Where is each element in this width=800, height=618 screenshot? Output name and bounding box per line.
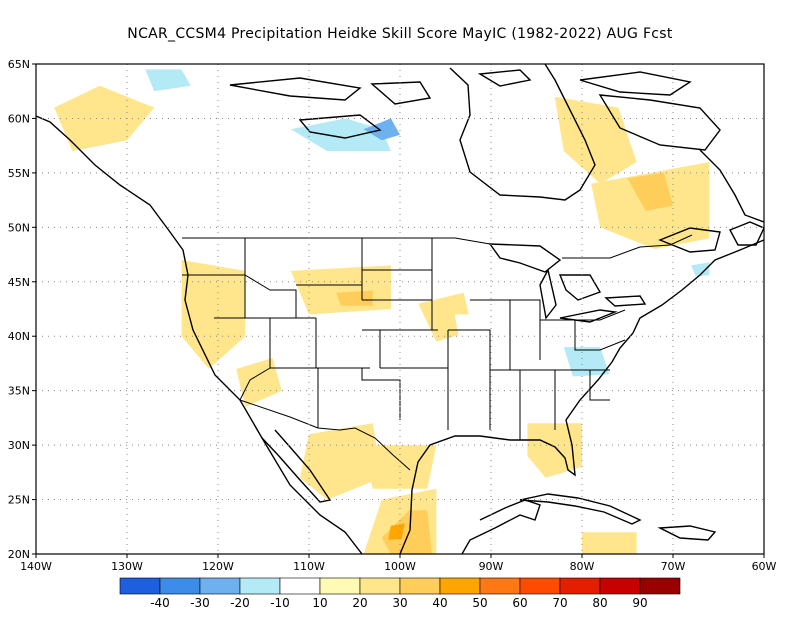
lon-tick-label: 130W xyxy=(111,560,143,573)
shaded-area-21 xyxy=(582,303,637,337)
lon-tick-label: 60W xyxy=(752,560,777,573)
pacific-coastline xyxy=(36,115,363,554)
map-title: NCAR_CCSM4 Precipitation Heidke Skill Sc… xyxy=(127,26,673,42)
state-lines-west xyxy=(182,238,370,428)
lat-tick-label: 60N xyxy=(8,112,30,125)
shaded-area-23 xyxy=(527,423,582,478)
graticule xyxy=(36,64,764,554)
shaded-area-12 xyxy=(236,358,282,407)
gulf-of-st-lawrence xyxy=(658,227,721,253)
shaded-area-20 xyxy=(563,347,610,377)
colorbar-label: 90 xyxy=(632,596,647,610)
colorbar-swatch xyxy=(639,577,681,595)
lon-tick-label: 110W xyxy=(293,560,325,573)
us-mexico-border xyxy=(239,399,411,471)
shaded-area-4 xyxy=(290,118,391,152)
colorbar-swatch xyxy=(319,577,361,595)
lon-tick-label: 100W xyxy=(384,560,416,573)
colorbar-swatch xyxy=(479,577,521,595)
colorbar-swatch xyxy=(119,577,161,595)
colorbar-swatch xyxy=(279,577,321,595)
state-lines-central xyxy=(296,238,449,430)
shaded-area-6 xyxy=(554,96,637,184)
atlantic-coast xyxy=(632,239,764,334)
shaded-area-11 xyxy=(181,260,246,369)
lon-tick-label: 120W xyxy=(202,560,234,573)
shaded-area-13 xyxy=(290,265,391,315)
lat-tick-label: 30N xyxy=(8,439,30,452)
coastline-layer xyxy=(36,64,764,554)
hispaniola xyxy=(657,525,717,541)
baja-california xyxy=(261,429,332,503)
shaded-area-18 xyxy=(454,314,510,364)
lat-tick-label: 35N xyxy=(8,385,30,398)
colorbar-label: 70 xyxy=(552,596,567,610)
state-borders-layer xyxy=(182,234,693,471)
shaded-area-26 xyxy=(388,523,405,540)
colorbar-swatch xyxy=(359,577,401,595)
shaded-area-14 xyxy=(336,290,373,306)
colorbar-label: 60 xyxy=(512,596,527,610)
lat-tick-label: 50N xyxy=(8,221,30,234)
yucatan-coast xyxy=(461,499,541,554)
lat-tick-label: 25N xyxy=(8,494,30,507)
shaded-area-10 xyxy=(691,262,710,277)
shaded-area-5 xyxy=(363,118,400,141)
colorbar-swatch xyxy=(159,577,201,595)
colorbar-label: 20 xyxy=(352,596,367,610)
colorbar-label: 50 xyxy=(472,596,487,610)
hudson-bay xyxy=(449,64,596,201)
gulf-of-mexico-coast xyxy=(399,332,634,554)
colorbar-swatch xyxy=(439,577,481,595)
colorbar-swatch xyxy=(199,577,241,595)
shaded-area-27 xyxy=(299,521,346,554)
shaded-area-25 xyxy=(381,510,432,554)
colorbar-label: 40 xyxy=(432,596,447,610)
lat-tick-label: 55N xyxy=(8,167,30,180)
state-lines-east xyxy=(448,299,626,440)
colorbar-label: -10 xyxy=(270,596,290,610)
colorbar-swatch xyxy=(519,577,561,595)
shaded-area-1 xyxy=(145,69,191,92)
lat-tick-label: 45N xyxy=(8,276,30,289)
latitude-axis: 20N 25N 30N 35N 40N 45N 50N 55N 60N 65N xyxy=(8,58,36,561)
longitude-axis: 140W 130W 120W 110W 100W 90W 80W 70W 60W xyxy=(20,554,777,573)
colorbar-label: 10 xyxy=(312,596,327,610)
colorbar-label: -30 xyxy=(190,596,210,610)
colorbar: -40 -30 -20 -10 10 20 30 40 50 60 70 80 90 xyxy=(119,577,681,610)
colorbar-swatch xyxy=(399,577,441,595)
colorbar-swatch xyxy=(239,577,281,595)
colorbar-label: 30 xyxy=(392,596,407,610)
us-canada-border xyxy=(182,234,693,259)
lat-tick-label: 20N xyxy=(8,548,30,561)
lon-tick-label: 70W xyxy=(661,560,686,573)
colorbar-swatch xyxy=(599,577,641,595)
lon-tick-label: 140W xyxy=(20,560,52,573)
arctic-islands xyxy=(229,69,721,151)
cuba xyxy=(519,493,642,525)
lat-tick-label: 40N xyxy=(8,330,30,343)
lat-tick-label: 65N xyxy=(8,58,30,71)
colorbar-label: -40 xyxy=(150,596,170,610)
lon-tick-label: 80W xyxy=(570,560,595,573)
colorbar-label: -20 xyxy=(230,596,250,610)
colorbar-swatch xyxy=(559,577,601,595)
skill-shading-layer xyxy=(54,69,710,554)
shaded-area-28 xyxy=(582,532,637,554)
shaded-area-16 xyxy=(299,423,382,500)
colorbar-label: 80 xyxy=(592,596,607,610)
labrador-coast xyxy=(699,149,764,223)
shaded-area-8 xyxy=(627,172,673,211)
lon-tick-label: 90W xyxy=(479,560,504,573)
shaded-area-2 xyxy=(163,107,291,173)
newfoundland xyxy=(729,221,764,246)
great-lakes xyxy=(488,243,647,323)
shaded-area-0 xyxy=(54,85,155,152)
